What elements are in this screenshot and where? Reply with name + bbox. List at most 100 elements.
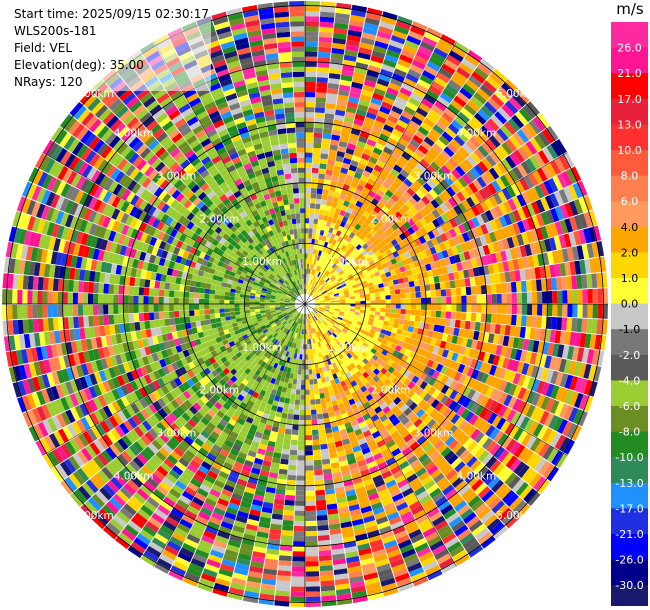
gate-cell — [465, 286, 472, 295]
gate-cell — [359, 42, 374, 51]
gate-cell — [305, 490, 315, 496]
gate-cell — [439, 318, 446, 326]
gate-cell — [592, 304, 598, 319]
gate-cell — [278, 555, 292, 562]
gate-cell — [480, 58, 495, 72]
gate-cell — [484, 197, 494, 210]
gate-cell — [596, 319, 603, 335]
gate-cell — [388, 336, 395, 343]
gate-cell — [305, 213, 310, 219]
gate-cell — [552, 343, 560, 357]
gate-cell — [322, 269, 327, 275]
gate-cell — [323, 293, 329, 297]
gate-cell — [336, 260, 342, 267]
gate-cell — [452, 361, 461, 372]
gate-cell — [323, 292, 328, 296]
gate-cell — [395, 304, 401, 309]
gate-cell — [311, 269, 314, 275]
gate-cell — [372, 267, 379, 273]
gate-cell — [305, 162, 312, 168]
gate-cell — [394, 333, 402, 340]
gate-cell — [444, 161, 455, 172]
gate-cell — [479, 84, 494, 97]
gate-cell — [356, 259, 363, 266]
gate-cell — [358, 262, 365, 269]
gate-cell — [376, 137, 387, 147]
gate-cell — [457, 234, 466, 244]
gate-cell — [451, 335, 459, 344]
gate-cell — [433, 47, 449, 59]
gate-cell — [469, 167, 481, 179]
gate-cell — [308, 374, 313, 380]
gate-cell — [321, 407, 329, 414]
gate-cell — [428, 85, 442, 96]
gate-cell — [466, 259, 473, 269]
gate-cell — [523, 175, 535, 189]
gate-cell — [319, 307, 325, 310]
gate-cell — [311, 183, 318, 189]
gate-cell — [314, 122, 324, 129]
gate-cell — [339, 297, 346, 301]
gate-cell — [451, 119, 464, 131]
gate-cell — [536, 279, 542, 292]
gate-cell — [511, 314, 517, 326]
gate-cell — [356, 321, 363, 326]
gate-cell — [509, 325, 516, 337]
gate-cell — [291, 581, 305, 587]
gate-cell — [470, 258, 478, 268]
gate-cell — [569, 216, 578, 232]
gate-cell — [390, 294, 396, 300]
gate-cell — [592, 225, 602, 242]
gate-cell — [461, 260, 468, 270]
gate-cell — [395, 160, 406, 169]
gate-cell — [377, 254, 384, 261]
gate-cell — [362, 243, 369, 250]
gate-cell — [293, 531, 305, 537]
gate-cell — [365, 225, 373, 233]
gate-cell — [361, 322, 368, 328]
gate-cell — [449, 218, 458, 228]
gate-cell — [370, 97, 383, 106]
gate-cell — [328, 238, 334, 244]
gate-cell — [462, 221, 471, 232]
gate-cell — [415, 266, 422, 274]
gate-cell — [506, 304, 512, 315]
gate-cell — [313, 295, 319, 299]
gate-cell — [579, 333, 587, 348]
gate-cell — [526, 304, 533, 316]
gate-cell — [354, 145, 365, 153]
gate-cell — [368, 156, 378, 165]
gate-cell — [300, 339, 304, 345]
gate-cell — [313, 378, 318, 385]
gate-cell — [299, 420, 305, 426]
gate-cell — [470, 358, 478, 369]
gate-cell — [308, 268, 311, 275]
gate-cell — [294, 515, 305, 522]
gate-cell — [431, 52, 446, 63]
gate-cell — [289, 449, 298, 456]
gate-cell — [488, 195, 499, 208]
gate-cell — [579, 259, 587, 275]
gate-cell — [385, 142, 396, 151]
gate-cell — [330, 305, 336, 308]
gate-cell — [517, 338, 525, 350]
gate-cell — [577, 180, 588, 197]
gate-cell — [492, 355, 501, 366]
gate-cell — [458, 270, 465, 279]
gate-cell — [311, 292, 316, 297]
gate-cell — [320, 448, 329, 455]
gate-cell — [335, 7, 351, 15]
gate-cell — [312, 157, 320, 164]
gate-cell — [339, 232, 346, 239]
gate-cell — [479, 361, 488, 373]
gate-cell — [443, 59, 459, 71]
gate-cell — [371, 325, 377, 331]
gate-cell — [410, 25, 426, 36]
gate-cell — [311, 414, 318, 420]
gate-cell — [334, 160, 343, 168]
gate-cell — [330, 250, 336, 256]
gate-cell — [481, 141, 493, 155]
gate-cell — [291, 434, 299, 441]
gate-cell — [342, 318, 348, 323]
gate-cell — [380, 273, 387, 279]
